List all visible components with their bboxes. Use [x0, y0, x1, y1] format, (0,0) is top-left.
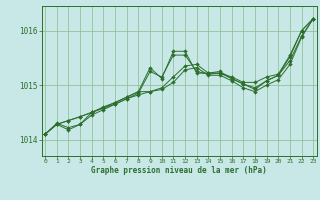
X-axis label: Graphe pression niveau de la mer (hPa): Graphe pression niveau de la mer (hPa) [91, 166, 267, 175]
